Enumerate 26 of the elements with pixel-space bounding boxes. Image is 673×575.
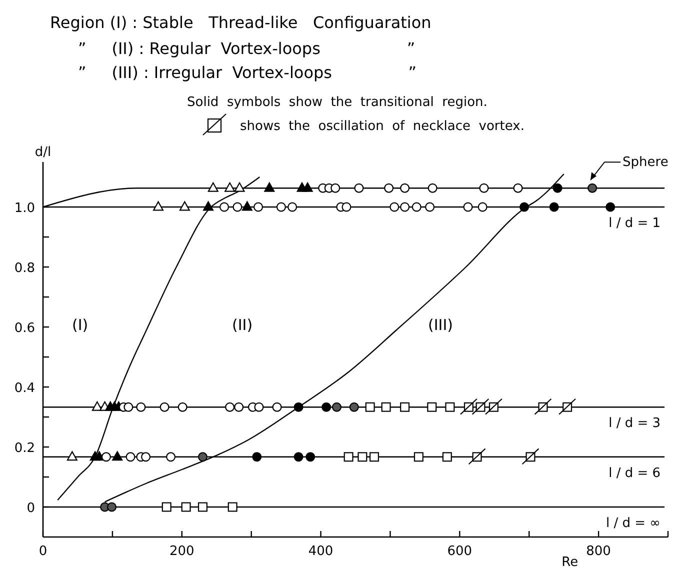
x-tick-label: 600: [447, 544, 472, 559]
text: shows the oscillation of necklace vortex.: [240, 119, 524, 134]
y-tick-label: 0.8: [14, 261, 35, 276]
y-tick-label: 0.6: [14, 321, 35, 336]
y-tick-label: 0.2: [14, 441, 35, 456]
annotation: (I): [72, 316, 88, 334]
x-tick-label: 800: [586, 544, 611, 559]
text: ” (III) : Irregular Vortex-loops ”: [78, 63, 417, 82]
legend-label: Sphere: [622, 155, 668, 170]
y-tick-label: 1.0: [14, 201, 35, 216]
text: Region (I) : Stable Thread-like Configuaration: [50, 13, 432, 32]
y-axis-title: d/l: [34, 145, 52, 160]
x-tick-label: 200: [169, 544, 194, 559]
text: Solid symbols show the transitional region.: [187, 95, 488, 110]
y-tick-label: 0: [26, 501, 35, 516]
series-label: l / d = ∞: [606, 516, 661, 531]
x-tick-label: 400: [308, 544, 334, 559]
text: ” (II) : Regular Vortex-loops ”: [78, 39, 416, 58]
annotation: (III): [428, 316, 453, 334]
series-label: l / d = 1: [608, 216, 661, 231]
x-axis-title: Re: [562, 555, 578, 570]
x-tick-label: 0: [38, 544, 48, 559]
y-tick-label: 0.4: [14, 381, 35, 396]
annotation: (II): [232, 316, 253, 334]
series-label: l / d = 6: [608, 466, 661, 481]
series-label: l / d = 3: [608, 416, 661, 432]
